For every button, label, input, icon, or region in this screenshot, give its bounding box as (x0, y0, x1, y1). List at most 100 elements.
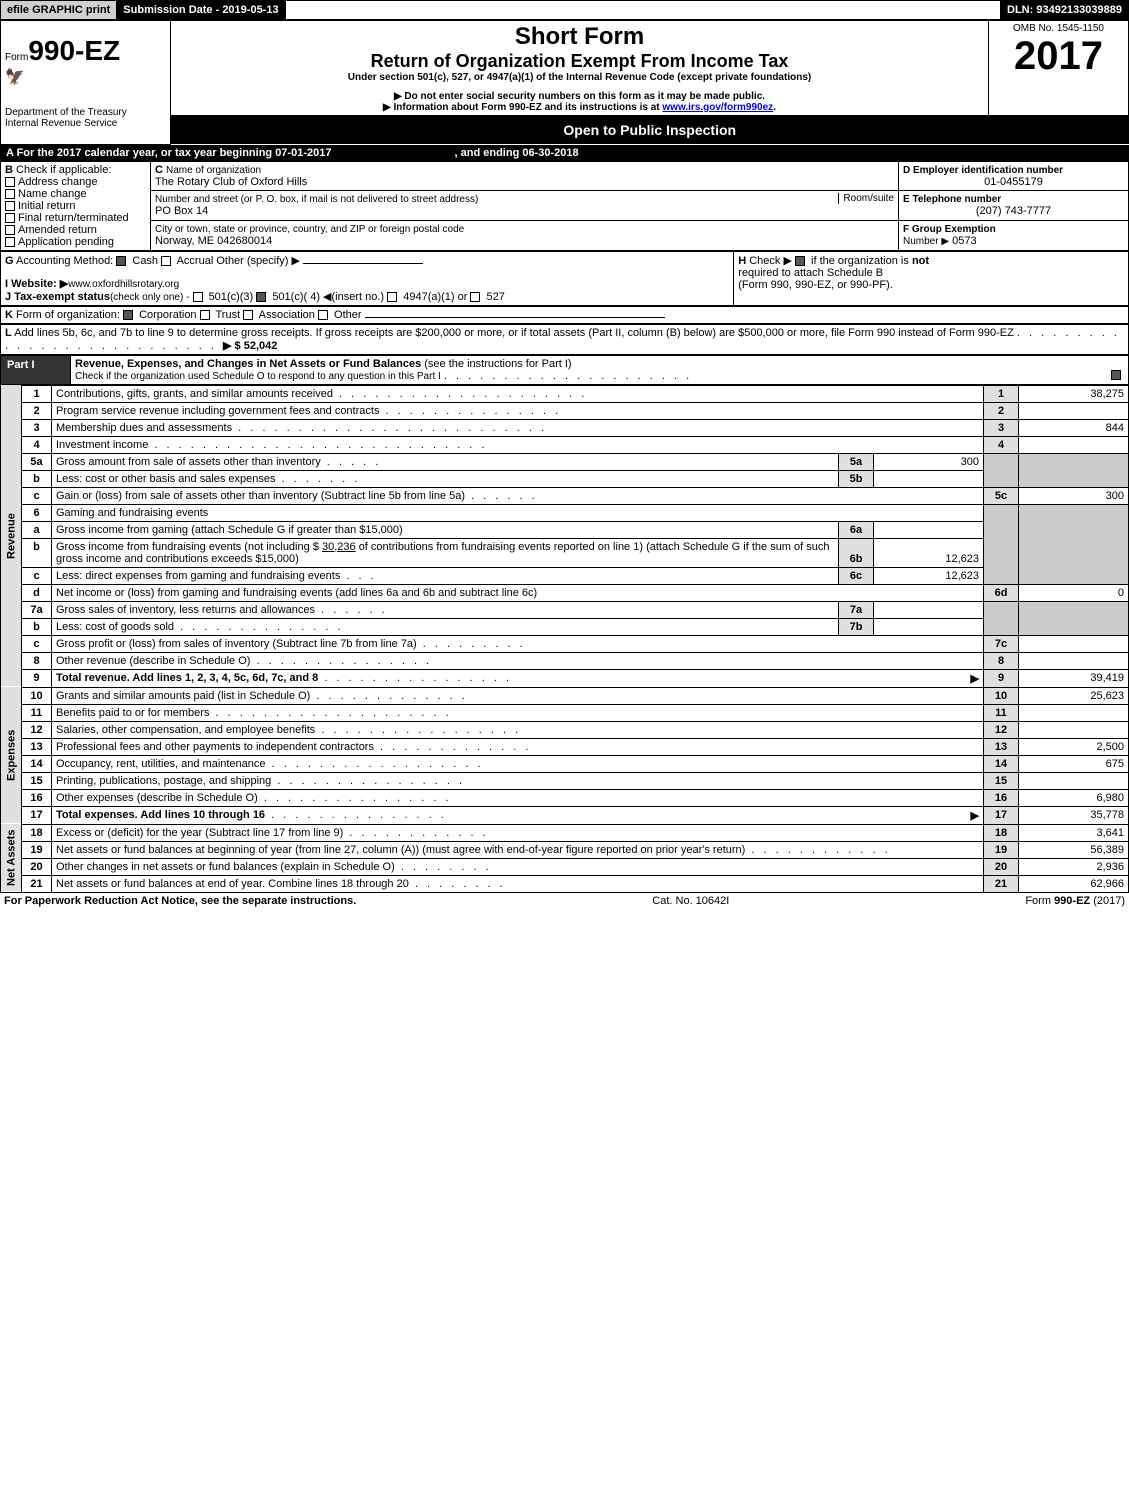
line-21-box: 21 (984, 875, 1019, 892)
checkbox-501c[interactable] (256, 292, 266, 302)
checkbox-address-change[interactable]: Address change (5, 176, 146, 188)
checkbox-other-org[interactable] (318, 310, 328, 320)
line-7b-num: b (22, 618, 52, 635)
open-to-public: Open to Public Inspection (171, 116, 1129, 144)
sections-g-h: G Accounting Method: Cash Accrual Other … (0, 251, 1129, 306)
line-2-box: 2 (984, 402, 1019, 419)
checkbox-application-pending[interactable]: Application pending (5, 236, 146, 248)
ein-value: 01-0455179 (903, 176, 1124, 188)
line-10-box: 10 (984, 687, 1019, 704)
line-3-num: 3 (22, 419, 52, 436)
section-l-label: L (5, 327, 12, 339)
checkbox-trust[interactable] (200, 310, 210, 320)
section-j-label: J Tax-exempt status (5, 291, 110, 303)
line-3-value: 844 (1019, 419, 1129, 436)
section-k-label: K (5, 309, 13, 321)
irs-link[interactable]: www.irs.gov/form990ez (662, 102, 773, 113)
section-k: K Form of organization: Corporation Trus… (0, 306, 1129, 324)
line-15-num: 15 (22, 772, 52, 789)
subtitle-501c: Under section 501(c), 527, or 4947(a)(1)… (175, 72, 984, 83)
line-5b-text: Less: cost or other basis and sales expe… (56, 473, 276, 485)
schedule-b-text: required to attach Schedule B (738, 267, 883, 279)
line-13-box: 13 (984, 738, 1019, 755)
checkbox-501c3[interactable] (193, 292, 203, 302)
part-1-label: Part I (1, 355, 71, 384)
form990-ref: (Form 990, 990-EZ, or 990-PF). (738, 279, 893, 291)
line-5b-innerbox: 5b (839, 470, 874, 487)
line-8-box: 8 (984, 652, 1019, 669)
line-18-box: 18 (984, 824, 1019, 841)
checkbox-corporation[interactable] (123, 310, 133, 320)
line-7c-value (1019, 635, 1129, 652)
line-20-text: Other changes in net assets or fund bala… (56, 861, 395, 873)
checkbox-accrual[interactable] (161, 256, 171, 266)
line-6b-text1: Gross income from fundraising events (no… (56, 541, 319, 553)
irs-eagle-icon: 🦅 (5, 67, 166, 87)
return-title: Return of Organization Exempt From Incom… (175, 51, 984, 72)
line-1-num: 1 (22, 385, 52, 402)
line-5a-text: Gross amount from sale of assets other t… (56, 456, 321, 468)
line-3-text: Membership dues and assessments (56, 422, 232, 434)
section-h-label: H (738, 255, 746, 267)
line-7c-text: Gross profit or (loss) from sales of inv… (56, 638, 417, 650)
line-19-text: Net assets or fund balances at beginning… (56, 844, 745, 856)
checkbox-final-return[interactable]: Final return/terminated (5, 212, 146, 224)
section-c-label: C (155, 164, 163, 176)
line-6b-amount: 30,236 (322, 541, 356, 553)
line-13-text: Professional fees and other payments to … (56, 741, 374, 753)
line-6d-value: 0 (1019, 584, 1129, 601)
line-6c-text: Less: direct expenses from gaming and fu… (56, 570, 340, 582)
checkbox-initial-return[interactable]: Initial return (5, 200, 146, 212)
line-11-num: 11 (22, 704, 52, 721)
line-18-value: 3,641 (1019, 824, 1129, 841)
line-7a-innervalue (874, 601, 984, 618)
line-5a-innervalue: 300 (874, 453, 984, 470)
checkbox-amended-return[interactable]: Amended return (5, 224, 146, 236)
line-7b-innervalue (874, 618, 984, 635)
line-7a-num: 7a (22, 601, 52, 618)
checkbox-name-change[interactable]: Name change (5, 188, 146, 200)
efile-print-button[interactable]: efile GRAPHIC print (1, 1, 117, 19)
checkbox-4947[interactable] (387, 292, 397, 302)
line-12-text: Salaries, other compensation, and employ… (56, 724, 315, 736)
section-i-label: I Website: ▶ (5, 278, 68, 290)
submission-date: Submission Date - 2019-05-13 (117, 1, 285, 19)
line-18-text: Excess or (deficit) for the year (Subtra… (56, 827, 343, 839)
line-6-num: 6 (22, 504, 52, 521)
checkbox-schedule-o[interactable] (1111, 370, 1121, 380)
line-4-box: 4 (984, 436, 1019, 453)
line-12-value (1019, 721, 1129, 738)
line-7b-text: Less: cost of goods sold (56, 621, 174, 633)
checkbox-schedule-b[interactable] (795, 256, 805, 266)
line-16-value: 6,980 (1019, 789, 1129, 806)
street-value: PO Box 14 (155, 205, 208, 217)
org-info-table: B Check if applicable: Address change Na… (0, 161, 1129, 251)
city-value: Norway, ME 042680014 (155, 235, 272, 247)
line-16-box: 16 (984, 789, 1019, 806)
top-header-bar: efile GRAPHIC print Submission Date - 20… (0, 0, 1129, 20)
checkbox-association[interactable] (243, 310, 253, 320)
website-url[interactable]: www.oxfordhillsrotary.org (68, 279, 179, 290)
footer-center: Cat. No. 10642I (652, 895, 729, 907)
form-label: Form (5, 52, 28, 63)
form-number: 990-EZ (28, 35, 120, 66)
line-19-box: 19 (984, 841, 1019, 858)
short-form-title: Short Form (175, 23, 984, 51)
checkbox-527[interactable] (470, 292, 480, 302)
line-9-text: Total revenue. Add lines 1, 2, 3, 4, 5c,… (56, 672, 318, 684)
checkbox-cash[interactable] (116, 256, 126, 266)
line-6d-box: 6d (984, 584, 1019, 601)
netassets-vertical-label: Net Assets (1, 824, 22, 892)
line-1-text: Contributions, gifts, grants, and simila… (56, 388, 333, 400)
line-1-value: 38,275 (1019, 385, 1129, 402)
group-number-label: Number ▶ (903, 236, 949, 247)
line-10-text: Grants and similar amounts paid (list in… (56, 690, 310, 702)
ssn-warning: ▶ Do not enter social security numbers o… (175, 91, 984, 102)
line-2-num: 2 (22, 402, 52, 419)
line-15-box: 15 (984, 772, 1019, 789)
line-15-text: Printing, publications, postage, and shi… (56, 775, 271, 787)
line-13-num: 13 (22, 738, 52, 755)
line-6d-text: Net income or (loss) from gaming and fun… (56, 587, 537, 599)
line-11-box: 11 (984, 704, 1019, 721)
line-6a-text: Gross income from gaming (attach Schedul… (56, 524, 403, 536)
